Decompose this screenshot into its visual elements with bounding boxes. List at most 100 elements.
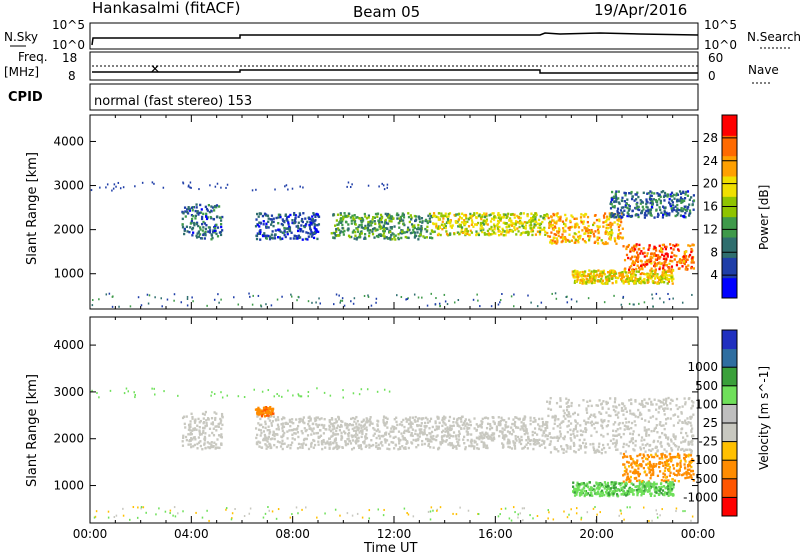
scatter-cell <box>173 293 176 296</box>
scatter-cell <box>315 301 317 304</box>
echo-cell <box>643 490 646 493</box>
echo-cell <box>689 417 692 420</box>
echo-cell <box>508 229 512 232</box>
echo-cell <box>297 234 301 237</box>
echo-cell <box>277 428 281 431</box>
scatter-cell <box>141 181 144 184</box>
echo-cell <box>633 477 636 480</box>
scatter-cell <box>287 188 289 191</box>
echo-cell <box>320 440 323 444</box>
echo-cell <box>297 221 300 224</box>
echo-cell <box>627 282 631 285</box>
echo-cell <box>619 236 622 239</box>
echo-cell <box>399 447 402 450</box>
echo-cell <box>449 225 452 228</box>
echo-cell <box>537 441 540 445</box>
cpid-value: normal (fast stereo) 153 <box>94 94 252 109</box>
echo-cell <box>663 280 666 284</box>
echo-cell <box>216 215 219 218</box>
echo-cell <box>688 464 692 467</box>
echo-cell <box>657 213 660 217</box>
echo-cell <box>512 222 516 226</box>
echo-cell <box>377 420 380 423</box>
echo-cell <box>642 453 645 456</box>
echo-cell <box>288 418 291 422</box>
echo-cell <box>506 430 510 433</box>
echo-cell <box>449 424 452 428</box>
echo-cell <box>585 277 588 281</box>
scatter-cell <box>311 301 313 304</box>
echo-cell <box>457 225 460 228</box>
echo-cell <box>203 237 206 240</box>
echo-cell <box>646 458 649 461</box>
echo-cell <box>549 396 552 400</box>
echo-cell <box>341 218 345 221</box>
echo-cell <box>660 485 663 489</box>
scatter-cell <box>339 514 341 517</box>
echo-cell <box>651 468 655 472</box>
scatter-cell <box>668 298 671 301</box>
echo-cell <box>644 457 648 460</box>
echo-cell <box>334 224 337 227</box>
echo-cell <box>660 190 663 194</box>
echo-cell <box>553 422 556 425</box>
echo-cell <box>662 485 665 488</box>
echo-cell <box>636 454 639 458</box>
echo-cell <box>189 439 192 442</box>
echo-cell <box>370 444 373 448</box>
echo-cell <box>502 234 505 237</box>
echo-cell <box>264 422 267 426</box>
echo-cell <box>597 269 600 272</box>
echo-cell <box>422 235 425 238</box>
echo-cell <box>187 206 190 209</box>
echo-cell <box>269 446 272 450</box>
echo-cell <box>301 419 304 423</box>
echo-cell <box>570 401 573 405</box>
scatter-cell <box>94 515 97 518</box>
echo-cell <box>392 427 396 431</box>
echo-cell <box>647 420 650 423</box>
echo-cell <box>412 230 415 234</box>
echo-cell <box>281 427 284 430</box>
echo-cell <box>576 239 580 242</box>
echo-cell <box>522 422 525 425</box>
echo-cell <box>576 490 579 493</box>
scatter-cell <box>231 517 233 520</box>
echo-cell <box>671 201 675 204</box>
echo-cell <box>260 423 263 427</box>
scatter-cell <box>407 297 409 300</box>
cpid-panel-frame <box>89 83 699 111</box>
echo-cell <box>613 221 616 224</box>
echo-cell <box>680 412 683 415</box>
echo-cell <box>650 270 654 273</box>
echo-cell <box>662 407 665 411</box>
echo-cell <box>655 274 659 278</box>
echo-cell <box>691 443 694 446</box>
echo-cell <box>286 232 289 236</box>
echo-cell <box>297 424 300 428</box>
echo-cell <box>623 258 627 262</box>
echo-cell <box>306 220 309 224</box>
echo-cell <box>626 245 630 248</box>
echo-cell <box>539 222 542 226</box>
echo-cell <box>653 427 656 430</box>
echo-cell <box>477 425 480 428</box>
echo-cell <box>608 494 611 498</box>
echo-cell <box>663 427 666 431</box>
scatter-cell <box>338 294 340 297</box>
echo-cell <box>679 464 682 467</box>
echo-cell <box>632 483 635 486</box>
echo-cell <box>507 212 510 216</box>
echo-cell <box>621 196 624 200</box>
echo-cell <box>559 236 562 239</box>
scatter-cell <box>251 189 254 192</box>
echo-cell <box>650 464 653 468</box>
echo-cell <box>648 244 651 247</box>
echo-cell <box>641 205 644 209</box>
echo-cell <box>606 443 610 446</box>
scatter-cell <box>570 508 572 511</box>
echo-cell <box>638 402 641 406</box>
echo-cell <box>675 469 678 472</box>
echo-cell <box>445 215 449 219</box>
echo-cell <box>265 237 268 240</box>
